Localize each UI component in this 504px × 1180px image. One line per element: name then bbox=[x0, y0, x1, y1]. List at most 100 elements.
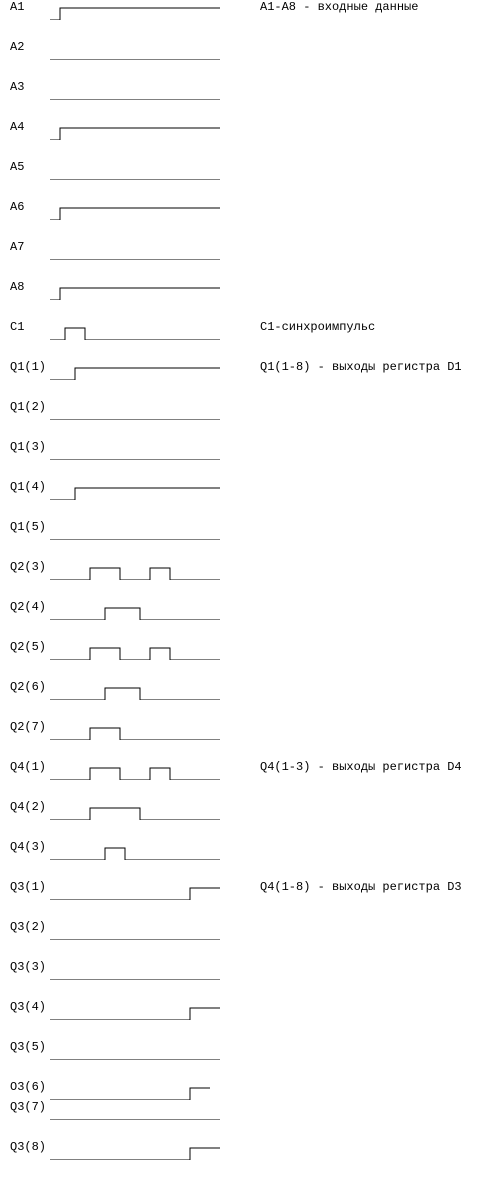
row-gap bbox=[0, 740, 504, 760]
row-gap bbox=[0, 980, 504, 1000]
signal-row: Q1(4) bbox=[0, 480, 504, 500]
signal-label: Q3(5) bbox=[0, 1040, 50, 1054]
signal-label: A3 bbox=[0, 80, 50, 94]
signal-waveform bbox=[50, 80, 220, 100]
row-gap bbox=[0, 300, 504, 320]
signal-label: Q1(2) bbox=[0, 400, 50, 414]
signal-row: Q3(4) bbox=[0, 1000, 504, 1020]
signal-label: C1 bbox=[0, 320, 50, 334]
signal-label: A8 bbox=[0, 280, 50, 294]
signal-waveform bbox=[50, 840, 220, 860]
annotation-text: A1-A8 - входные данные bbox=[220, 0, 418, 14]
signal-waveform bbox=[50, 160, 220, 180]
row-gap bbox=[0, 1060, 504, 1080]
row-gap bbox=[0, 780, 504, 800]
signal-label: Q1(1) bbox=[0, 360, 50, 374]
signal-label: Q4(1) bbox=[0, 760, 50, 774]
signal-waveform bbox=[50, 1040, 220, 1060]
signal-label: A5 bbox=[0, 160, 50, 174]
signal-label: Q2(5) bbox=[0, 640, 50, 654]
signal-row: Q3(5) bbox=[0, 1040, 504, 1060]
row-gap bbox=[0, 140, 504, 160]
row-gap bbox=[0, 180, 504, 200]
signal-row: Q1(1) Q1(1-8) - выходы регистра D1 bbox=[0, 360, 504, 380]
signal-waveform bbox=[50, 440, 220, 460]
signal-row: O3(6) bbox=[0, 1080, 504, 1100]
signal-waveform bbox=[50, 560, 220, 580]
signal-label: Q1(4) bbox=[0, 480, 50, 494]
signal-row: A8 bbox=[0, 280, 504, 300]
row-gap bbox=[0, 820, 504, 840]
signal-label: Q3(1) bbox=[0, 880, 50, 894]
signal-waveform bbox=[50, 120, 220, 140]
signal-waveform bbox=[50, 800, 220, 820]
signal-row: A4 bbox=[0, 120, 504, 140]
signal-row: Q3(1) Q4(1-8) - выходы регистра D3 bbox=[0, 880, 504, 900]
annotation-text: Q4(1-8) - выходы регистра D3 bbox=[220, 880, 462, 894]
signal-label: Q4(3) bbox=[0, 840, 50, 854]
row-gap bbox=[0, 420, 504, 440]
signal-waveform bbox=[50, 920, 220, 940]
signal-label: O3(6) bbox=[0, 1080, 50, 1094]
signal-waveform bbox=[50, 680, 220, 700]
row-gap bbox=[0, 860, 504, 880]
row-gap bbox=[0, 20, 504, 40]
signal-row: A5 bbox=[0, 160, 504, 180]
timing-diagram: A1 A1-A8 - входные данные A2 A3 A4 A5 A6 A7 A8 C1… bbox=[0, 0, 504, 1180]
annotation-text: Q4(1-3) - выходы регистра D4 bbox=[220, 760, 462, 774]
signal-label: A6 bbox=[0, 200, 50, 214]
signal-row: Q3(8) bbox=[0, 1140, 504, 1160]
row-gap bbox=[0, 60, 504, 80]
signal-waveform bbox=[50, 40, 220, 60]
signal-waveform bbox=[50, 1080, 220, 1100]
signal-row: Q2(7) bbox=[0, 720, 504, 740]
row-gap bbox=[0, 580, 504, 600]
signal-label: Q2(3) bbox=[0, 560, 50, 574]
row-gap bbox=[0, 220, 504, 240]
signal-row: Q1(5) bbox=[0, 520, 504, 540]
signal-row: A7 bbox=[0, 240, 504, 260]
signal-row: A1 A1-A8 - входные данные bbox=[0, 0, 504, 20]
row-gap bbox=[0, 500, 504, 520]
signal-waveform bbox=[50, 600, 220, 620]
signal-waveform bbox=[50, 760, 220, 780]
signal-waveform bbox=[50, 1000, 220, 1020]
signal-label: Q3(2) bbox=[0, 920, 50, 934]
signal-label: Q2(7) bbox=[0, 720, 50, 734]
row-gap bbox=[0, 540, 504, 560]
signal-label: A7 bbox=[0, 240, 50, 254]
signal-waveform bbox=[50, 960, 220, 980]
signal-waveform bbox=[50, 1100, 220, 1120]
row-gap bbox=[0, 100, 504, 120]
signal-waveform bbox=[50, 400, 220, 420]
signal-row: Q1(3) bbox=[0, 440, 504, 460]
signal-waveform bbox=[50, 280, 220, 300]
signal-row: Q2(3) bbox=[0, 560, 504, 580]
signal-label: A1 bbox=[0, 0, 50, 14]
signal-row: Q2(5) bbox=[0, 640, 504, 660]
row-gap bbox=[0, 700, 504, 720]
signal-label: Q3(8) bbox=[0, 1140, 50, 1154]
signal-row: Q4(3) bbox=[0, 840, 504, 860]
signal-waveform bbox=[50, 360, 220, 380]
signal-waveform bbox=[50, 520, 220, 540]
signal-row: Q2(4) bbox=[0, 600, 504, 620]
signal-waveform bbox=[50, 1140, 220, 1160]
row-gap bbox=[0, 260, 504, 280]
signal-waveform bbox=[50, 720, 220, 740]
signal-row: A2 bbox=[0, 40, 504, 60]
signal-row: A6 bbox=[0, 200, 504, 220]
row-gap bbox=[0, 1020, 504, 1040]
signal-label: Q3(3) bbox=[0, 960, 50, 974]
signal-label: Q2(4) bbox=[0, 600, 50, 614]
signal-row: Q3(7) bbox=[0, 1100, 504, 1120]
signal-waveform bbox=[50, 0, 220, 20]
signal-row: Q3(3) bbox=[0, 960, 504, 980]
signal-label: A2 bbox=[0, 40, 50, 54]
signal-waveform bbox=[50, 480, 220, 500]
signal-row: Q1(2) bbox=[0, 400, 504, 420]
annotation-text: Q1(1-8) - выходы регистра D1 bbox=[220, 360, 462, 374]
signal-waveform bbox=[50, 640, 220, 660]
signal-label: Q4(2) bbox=[0, 800, 50, 814]
row-gap bbox=[0, 900, 504, 920]
